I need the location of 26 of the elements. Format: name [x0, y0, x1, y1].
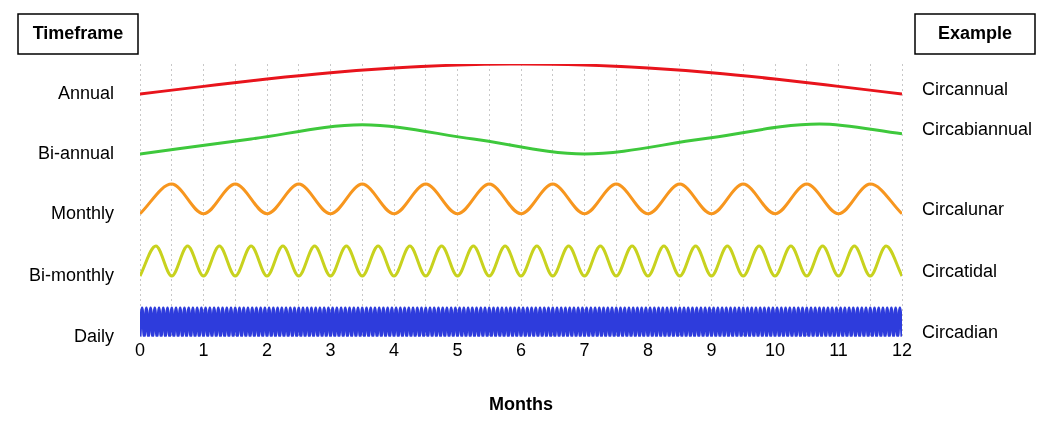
x-tick-label: 0: [134, 339, 146, 360]
x-tick-label: 8: [642, 339, 654, 360]
text: Circadian: [922, 321, 999, 342]
x-tick-label: 10: [764, 339, 786, 360]
text: Circalunar: [922, 198, 1005, 219]
x-axis-title: Months: [489, 394, 553, 415]
series-label: Annual: [57, 82, 114, 103]
legend-title: Timeframe: [32, 22, 124, 43]
x-tick-label: 11: [829, 339, 848, 360]
text: Example: [937, 22, 1013, 43]
series-label: Monthly: [50, 202, 114, 223]
x-tick-label: 5: [452, 339, 463, 360]
text: Circabiannual: [922, 118, 1033, 139]
x-tick-label: 6: [515, 339, 527, 360]
x-tick-label: 7: [579, 339, 590, 360]
series-label: Bi-monthly: [28, 264, 114, 285]
x-tick-label: 3: [325, 339, 336, 360]
x-tick-label: 9: [706, 339, 717, 360]
x-tick-label: 2: [261, 339, 273, 360]
text: Circatidal: [922, 260, 998, 281]
series-label: Daily: [73, 325, 114, 346]
x-tick-label: 4: [388, 339, 400, 360]
x-tick-label: 12: [891, 339, 913, 360]
text: Circannual: [922, 78, 1009, 99]
x-tick-label: 1: [198, 339, 209, 360]
series-label: Bi-annual: [37, 142, 114, 163]
